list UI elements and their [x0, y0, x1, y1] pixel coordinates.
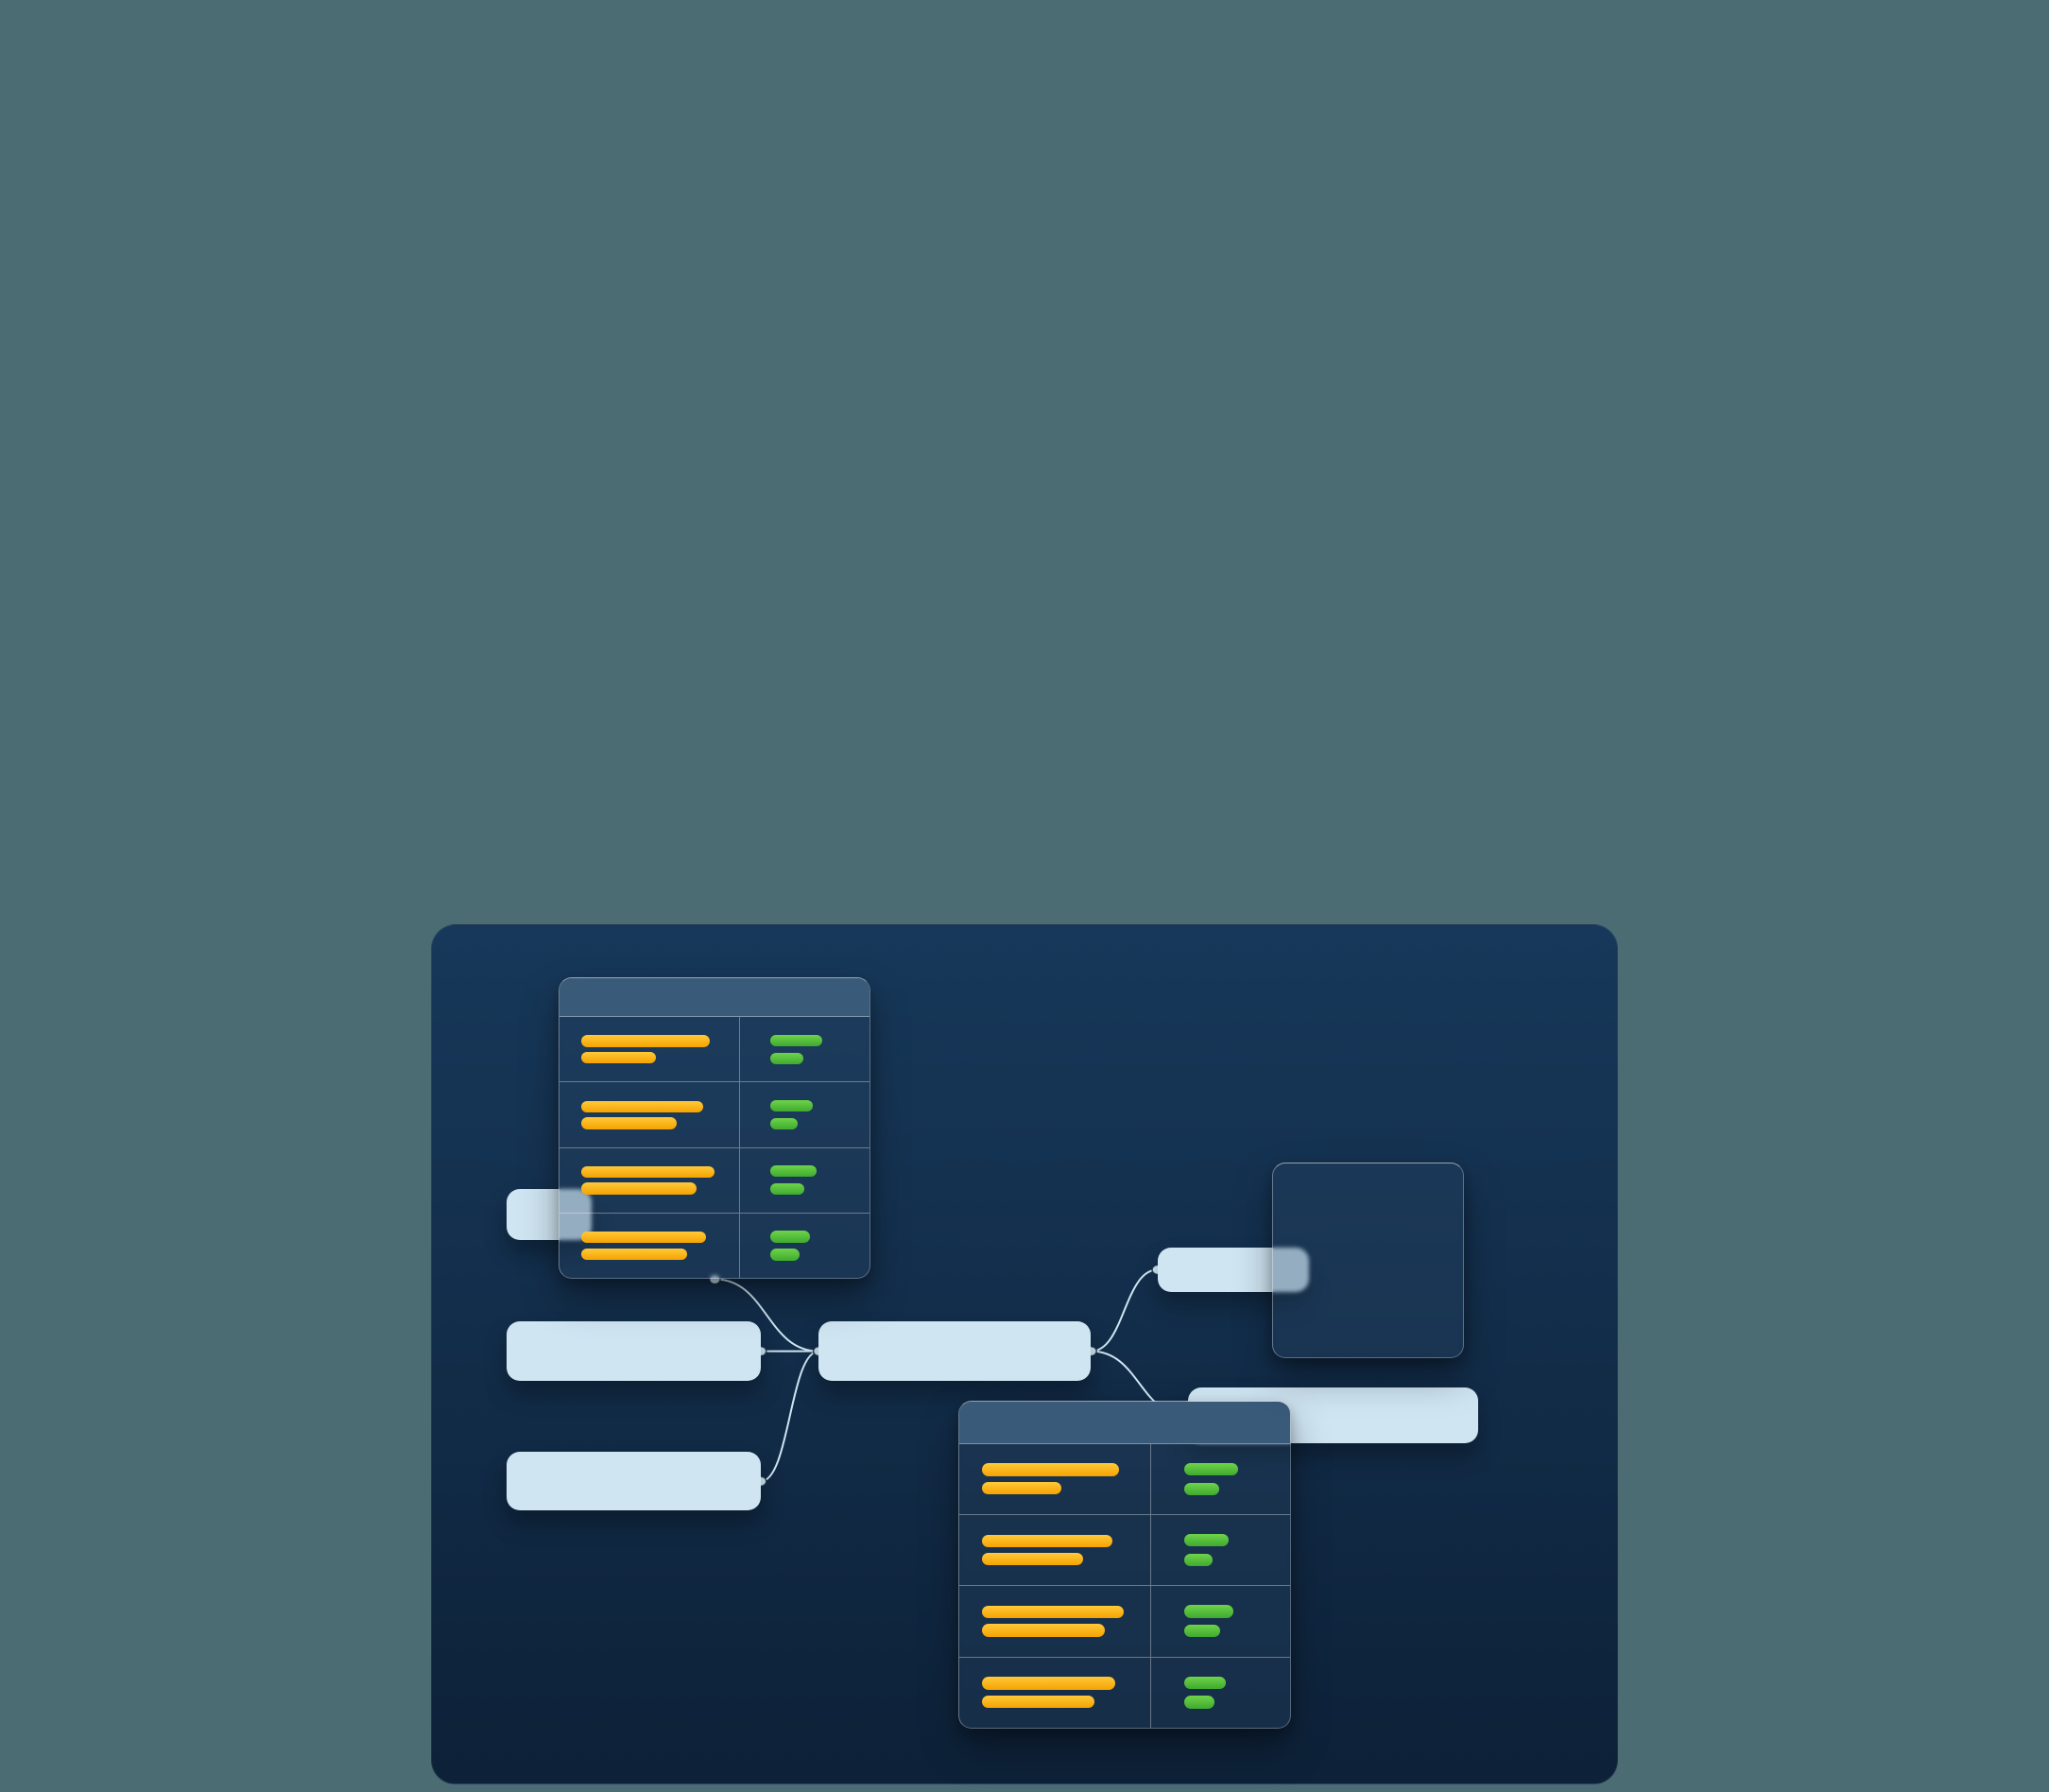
- cell-left: [560, 1148, 739, 1213]
- cell-left: [560, 1017, 739, 1081]
- connector-edge: [761, 1351, 818, 1481]
- data-bar-icon: [1184, 1554, 1214, 1566]
- table-bottom: [958, 1401, 1291, 1729]
- data-bar-icon: [1184, 1625, 1221, 1637]
- data-bar-icon: [581, 1249, 687, 1260]
- data-bar-icon: [581, 1166, 715, 1178]
- chart-card: [1272, 1163, 1463, 1358]
- cell-right: [740, 1017, 870, 1081]
- data-bar-icon: [1184, 1696, 1214, 1708]
- table-row: [959, 1515, 1290, 1586]
- table-row: [560, 1082, 870, 1147]
- table-top: [559, 977, 870, 1279]
- data-bar-icon: [982, 1606, 1124, 1618]
- table-row: [959, 1658, 1290, 1728]
- data-bar-icon: [1184, 1534, 1230, 1546]
- data-bar-icon: [770, 1118, 798, 1129]
- cell-left: [959, 1586, 1151, 1656]
- data-bar-icon: [770, 1035, 821, 1046]
- data-bar-icon: [581, 1232, 706, 1243]
- table-row: [560, 1214, 870, 1278]
- table-row: [959, 1444, 1290, 1515]
- data-bar-icon: [770, 1249, 799, 1260]
- data-bar-icon: [581, 1117, 676, 1129]
- data-bar-icon: [770, 1053, 803, 1064]
- data-bar-icon: [982, 1677, 1115, 1689]
- data-bar-icon: [581, 1035, 710, 1046]
- data-bar-icon: [581, 1052, 656, 1063]
- connector-edge: [1091, 1269, 1157, 1351]
- cell-left: [959, 1658, 1151, 1728]
- table-body: [560, 1017, 870, 1278]
- data-bar-icon: [1184, 1677, 1227, 1689]
- cell-right: [1151, 1658, 1290, 1728]
- data-bar-icon: [1184, 1483, 1219, 1495]
- diagram-stage: [420, 734, 1629, 1792]
- data-bar-icon: [982, 1535, 1112, 1547]
- data-bar-icon: [982, 1624, 1105, 1636]
- pill-mid-left[interactable]: [507, 1321, 761, 1381]
- table-row: [959, 1586, 1290, 1657]
- table-header: [560, 978, 870, 1017]
- cell-right: [740, 1082, 870, 1146]
- cell-left: [959, 1444, 1151, 1514]
- data-bar-icon: [770, 1231, 810, 1242]
- data-bar-icon: [1184, 1463, 1239, 1475]
- data-bar-icon: [982, 1482, 1061, 1494]
- cell-right: [740, 1214, 870, 1278]
- data-bar-icon: [982, 1553, 1083, 1565]
- pill-center[interactable]: [818, 1321, 1091, 1381]
- data-bar-icon: [1184, 1605, 1233, 1617]
- cell-left: [959, 1515, 1151, 1585]
- table-row: [560, 1017, 870, 1082]
- diagram-viewport: [420, 734, 1629, 1792]
- pill-bot-left[interactable]: [507, 1452, 761, 1511]
- data-bar-icon: [770, 1183, 804, 1195]
- table-row: [560, 1148, 870, 1214]
- cell-right: [1151, 1444, 1290, 1514]
- data-bar-icon: [581, 1182, 697, 1194]
- cell-left: [560, 1214, 739, 1278]
- table-header: [959, 1402, 1290, 1444]
- data-bar-icon: [770, 1100, 813, 1111]
- cell-right: [1151, 1515, 1290, 1585]
- cell-right: [1151, 1586, 1290, 1656]
- data-bar-icon: [982, 1463, 1119, 1475]
- table-body: [959, 1444, 1290, 1728]
- data-bar-icon: [770, 1165, 817, 1177]
- cell-right: [740, 1148, 870, 1213]
- data-bar-icon: [581, 1101, 703, 1112]
- data-bar-icon: [982, 1696, 1094, 1708]
- cell-left: [560, 1082, 739, 1146]
